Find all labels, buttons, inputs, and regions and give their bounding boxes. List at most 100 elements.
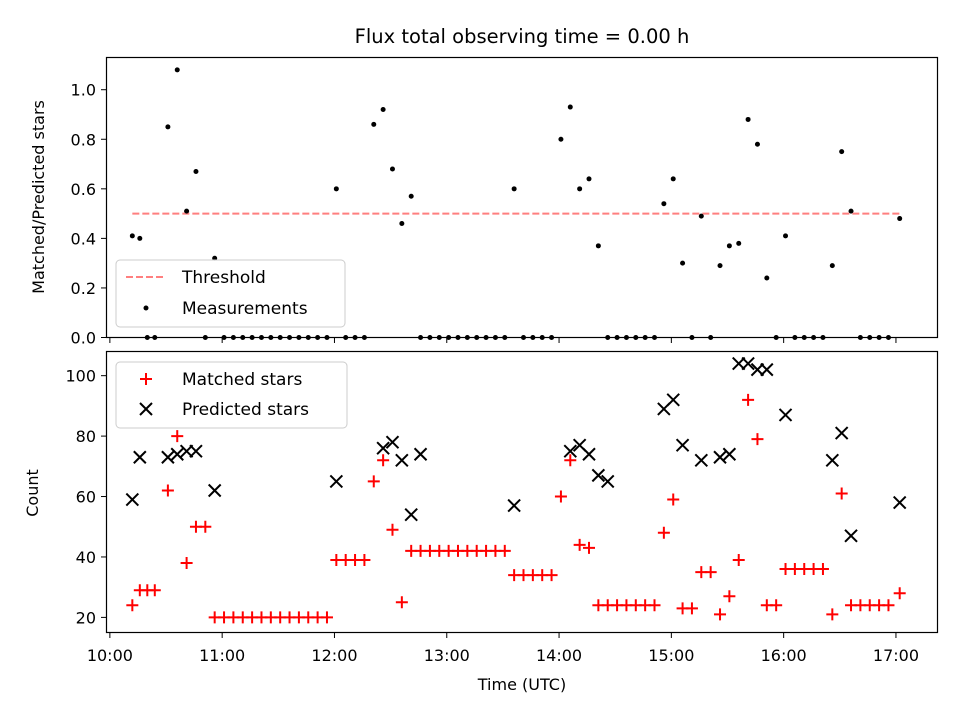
x-axis-label: Time (UTC)	[477, 675, 566, 694]
bottom-y-tick-label: 20	[76, 608, 96, 627]
top-y-tick-label: 0.0	[71, 329, 96, 348]
predicted-point	[722, 447, 737, 461]
x-tick-label: 12:00	[311, 646, 357, 665]
matched-point	[751, 433, 764, 446]
matched-point	[732, 553, 745, 566]
matched-point	[171, 430, 184, 443]
measurement-point	[698, 213, 704, 219]
top-legend-box	[115, 259, 346, 328]
predicted-point	[844, 529, 858, 543]
predicted-point	[404, 507, 418, 522]
legend-predicted-label: Predicted stars	[182, 400, 309, 420]
measurement-point	[586, 176, 592, 182]
measurement-point	[511, 186, 517, 192]
matched-point	[583, 541, 596, 554]
matched-point	[126, 599, 139, 612]
measurement-point	[670, 176, 676, 182]
x-tick-label: 15:00	[648, 646, 694, 665]
measurement-point	[726, 243, 732, 249]
bottom-axes-ticks: 10:00 11:00 12:00 13:00 14:00 15:00 16:00 17:00…	[65, 367, 919, 665]
bottom-legend: Matched stars Predicted stars	[115, 361, 348, 429]
predicted-point	[675, 438, 690, 452]
matched-point	[657, 526, 670, 539]
predicted-point	[694, 453, 709, 467]
x-tick-label: 10:00	[87, 646, 133, 665]
top-y-tick-label: 1.0	[71, 81, 96, 100]
predicted-point	[741, 356, 755, 371]
x-tick-label: 17:00	[873, 646, 919, 665]
bottom-plot-marks	[125, 356, 907, 624]
top-ylabel: Matched/Predicted stars	[29, 100, 48, 294]
matched-point	[714, 608, 727, 621]
matched-point	[882, 599, 895, 612]
predicted-point	[125, 492, 140, 507]
bottom-y-tick-label: 80	[76, 427, 96, 446]
measurement-point	[577, 186, 583, 192]
bottom-y-tick-label: 60	[76, 488, 96, 507]
measurement-point	[736, 240, 742, 246]
top-y-tick-label: 0.8	[71, 130, 96, 149]
predicted-point	[189, 444, 203, 458]
legend-matched-swatch	[140, 373, 152, 385]
legend-measurement-swatch	[143, 305, 149, 311]
predicted-point	[413, 447, 428, 461]
predicted-point	[582, 447, 596, 461]
predicted-point	[563, 444, 577, 458]
top-y-tick-label: 0.6	[71, 180, 96, 199]
matched-point	[320, 611, 333, 624]
matched-point	[395, 596, 408, 609]
predicted-point	[207, 483, 222, 498]
measurement-point	[333, 186, 339, 192]
measurement-point	[764, 275, 770, 281]
matched-point	[667, 493, 680, 506]
matched-point	[770, 599, 783, 612]
matched-point	[704, 566, 717, 579]
measurement-point	[897, 216, 903, 222]
predicted-point	[329, 474, 344, 489]
top-axes-ticks: 0.0 0.2 0.4 0.6 0.8 1.0	[71, 81, 897, 348]
measurement-point	[137, 235, 143, 241]
legend-predicted-swatch	[139, 402, 153, 416]
matched-point	[377, 454, 390, 467]
legend-matched-label: Matched stars	[182, 370, 302, 390]
bottom-ylabel: Count	[23, 469, 42, 517]
matched-point	[742, 393, 755, 406]
measurement-point	[680, 260, 686, 266]
predicted-point	[666, 393, 680, 407]
matched-point	[723, 590, 736, 603]
legend-threshold-label: Threshold	[181, 268, 266, 288]
predicted-point	[133, 450, 147, 464]
matched-point	[199, 520, 212, 533]
chart-title: Flux total observing time = 0.00 h	[355, 25, 690, 48]
matched-point	[358, 553, 371, 566]
predicted-point	[713, 450, 727, 464]
matched-point	[835, 487, 848, 500]
predicted-point	[601, 474, 615, 489]
measurement-point	[829, 263, 835, 269]
legend-measurements-label: Measurements	[182, 299, 308, 319]
measurement-point	[399, 221, 405, 227]
bottom-legend-box	[115, 361, 348, 429]
predicted-point	[834, 426, 849, 440]
measurement-point	[754, 141, 760, 147]
predicted-point	[760, 362, 774, 377]
top-plot-marks	[129, 67, 903, 340]
measurement-point	[174, 67, 180, 73]
predicted-point	[376, 441, 390, 455]
x-tick-label: 16:00	[761, 646, 807, 665]
measurement-point	[371, 121, 377, 127]
x-tick-label: 14:00	[536, 646, 582, 665]
measurement-point	[661, 201, 667, 207]
x-tick-label: 13:00	[424, 646, 470, 665]
predicted-point	[385, 435, 400, 449]
measurement-point	[595, 243, 601, 249]
matched-point	[893, 587, 906, 600]
matched-point	[498, 544, 511, 557]
matched-point	[545, 569, 558, 582]
measurement-point	[745, 116, 751, 122]
measurement-point	[558, 136, 564, 142]
matched-point	[564, 454, 577, 467]
matched-point	[386, 523, 399, 536]
measurement-point	[184, 208, 190, 214]
